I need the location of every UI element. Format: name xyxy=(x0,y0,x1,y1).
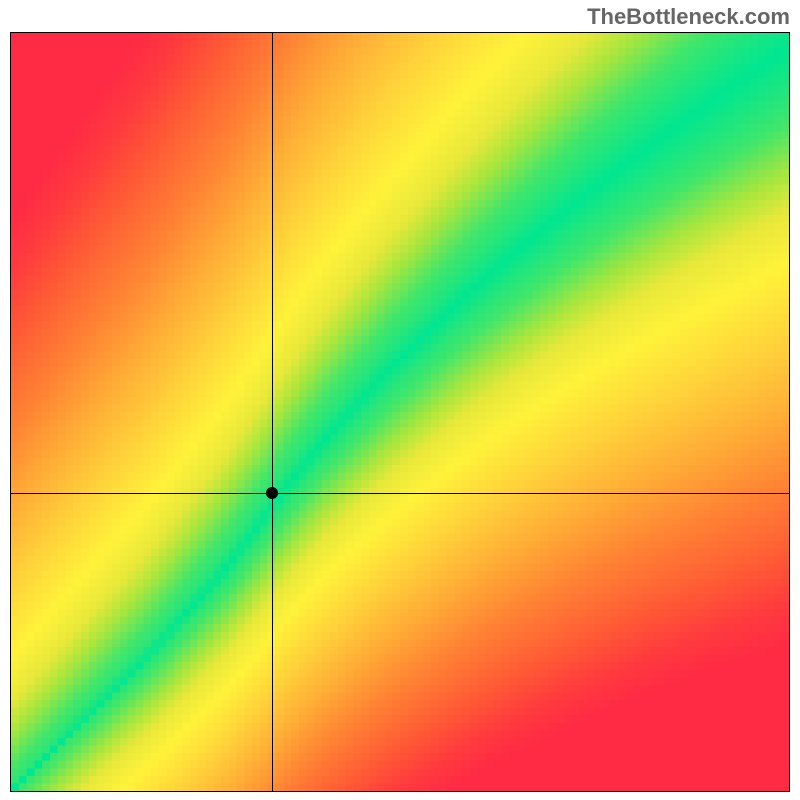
crosshair-marker xyxy=(266,487,278,499)
heatmap-canvas-wrap xyxy=(11,33,789,791)
crosshair-horizontal xyxy=(11,493,789,494)
heatmap-canvas xyxy=(11,33,789,791)
crosshair-vertical xyxy=(272,33,273,791)
watermark-text: TheBottleneck.com xyxy=(587,4,790,30)
heatmap-chart xyxy=(10,32,790,792)
